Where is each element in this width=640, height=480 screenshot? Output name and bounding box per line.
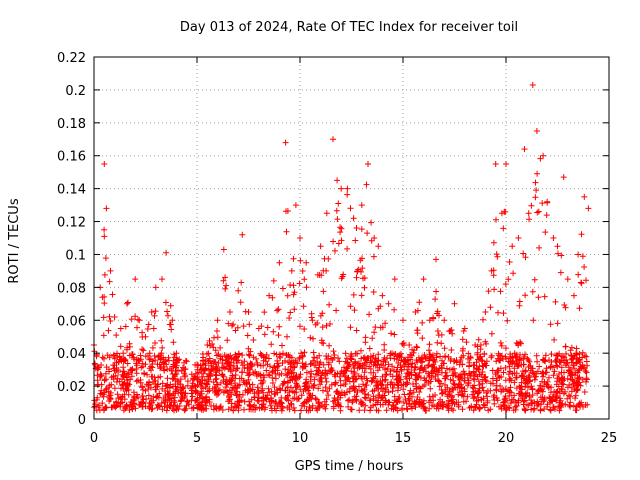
- y-tick-label: 0.18: [57, 117, 86, 132]
- y-tick-label: 0.14: [57, 183, 86, 198]
- y-tick-label: 0.04: [57, 347, 86, 362]
- y-tick-label: 0.22: [57, 51, 86, 66]
- y-tick-label: 0.16: [57, 150, 86, 165]
- y-tick-label: 0.12: [57, 216, 86, 231]
- y-axis-label: ROTI / TECUs: [7, 198, 22, 283]
- x-tick-label: 20: [498, 431, 515, 446]
- x-tick-label: 0: [90, 431, 98, 446]
- axis-ticks: 0 0.02 0.04 0.06 0.08 0.1 0.12 0.14 0.16 0.18 0.2 0…: [57, 51, 617, 446]
- y-tick-label: 0.06: [57, 314, 86, 329]
- x-axis-label: GPS time / hours: [295, 459, 404, 474]
- plot-frame: [93, 56, 610, 420]
- y-tick-label: 0.1: [65, 248, 86, 263]
- y-tick-label: 0.02: [57, 380, 86, 395]
- data-points: [91, 82, 592, 414]
- y-tick-label: 0.2: [65, 84, 86, 99]
- y-tick-label: 0: [78, 413, 86, 428]
- y-tick-label: 0.08: [57, 281, 86, 296]
- chart-title: Day 013 of 2024, Rate Of TEC Index for r…: [180, 20, 518, 35]
- x-tick-label: 25: [601, 431, 618, 446]
- x-tick-label: 5: [193, 431, 201, 446]
- roti-series-markers: [91, 82, 592, 414]
- x-tick-label: 15: [395, 431, 412, 446]
- x-tick-label: 10: [292, 431, 309, 446]
